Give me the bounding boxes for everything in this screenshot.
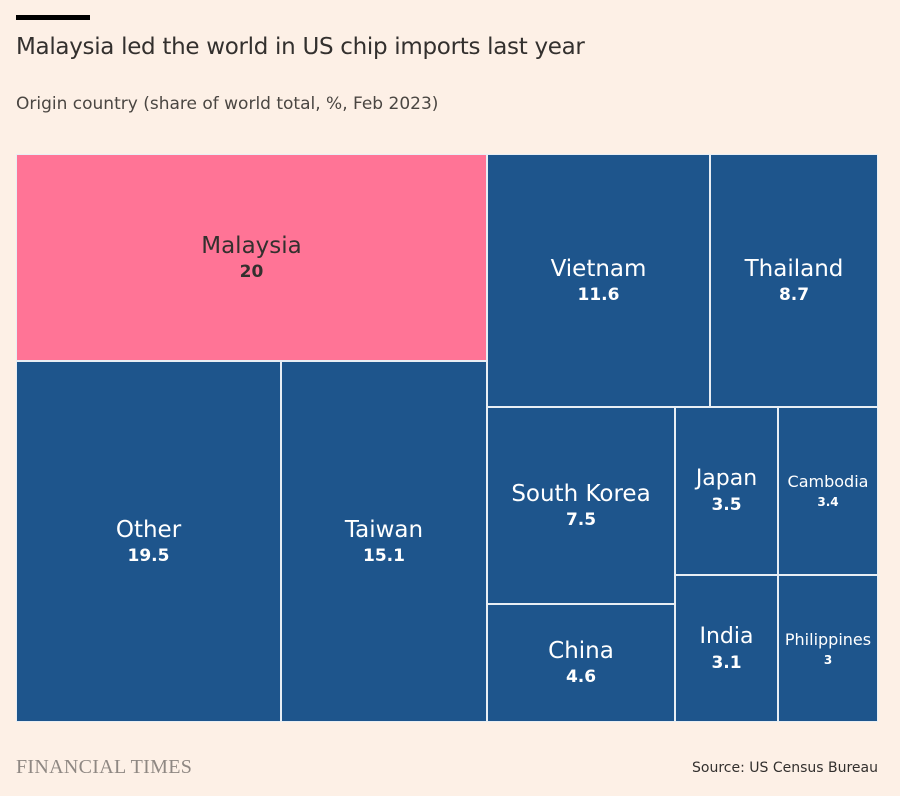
tile-value-south-korea: 7.5	[565, 509, 597, 530]
tile-cambodia: Cambodia 3.4	[778, 407, 878, 575]
tile-value-india: 3.1	[711, 652, 742, 673]
tile-thailand: Thailand 8.7	[710, 154, 878, 407]
tile-value-china: 4.6	[565, 667, 597, 687]
tile-other: Other 19.5	[16, 361, 281, 722]
tile-vietnam: Vietnam 11.6	[487, 154, 710, 407]
tile-label-india: India	[699, 623, 754, 649]
tile-value-philippines: 3	[823, 652, 833, 667]
tile-label-philippines: Philippines	[784, 629, 872, 649]
tile-value-malaysia: 20	[239, 261, 264, 282]
tile-south-korea: South Korea 7.5	[487, 407, 675, 604]
tile-label-malaysia: Malaysia	[201, 232, 302, 259]
chart-subtitle: Origin country (share of world total, %,…	[16, 94, 439, 114]
tile-label-cambodia: Cambodia	[787, 472, 869, 491]
tile-label-other: Other	[115, 516, 182, 543]
tile-label-vietnam: Vietnam	[550, 255, 647, 282]
chart-title: Malaysia led the world in US chip import…	[16, 34, 585, 60]
tile-malaysia: Malaysia 20	[16, 154, 487, 361]
header-rule	[16, 15, 90, 20]
tile-label-japan: Japan	[695, 466, 758, 491]
tile-value-other: 19.5	[127, 545, 170, 566]
source-note: Source: US Census Bureau	[692, 760, 878, 776]
financial-times-logo: FINANCIAL TIMES	[16, 756, 193, 778]
tile-value-taiwan: 15.1	[363, 545, 405, 566]
tile-value-japan: 3.5	[711, 495, 742, 515]
tile-philippines: Philippines 3	[778, 575, 878, 722]
tile-label-south-korea: South Korea	[511, 480, 651, 507]
tile-china: China 4.6	[487, 604, 675, 722]
tile-value-vietnam: 11.6	[577, 284, 620, 305]
tile-label-thailand: Thailand	[744, 255, 844, 282]
tile-japan: Japan 3.5	[675, 407, 778, 575]
tile-value-thailand: 8.7	[778, 284, 810, 305]
tile-taiwan: Taiwan 15.1	[281, 361, 487, 722]
tile-label-china: China	[548, 638, 614, 664]
tile-india: India 3.1	[675, 575, 778, 722]
tile-label-taiwan: Taiwan	[344, 516, 424, 543]
tile-value-cambodia: 3.4	[817, 495, 839, 509]
